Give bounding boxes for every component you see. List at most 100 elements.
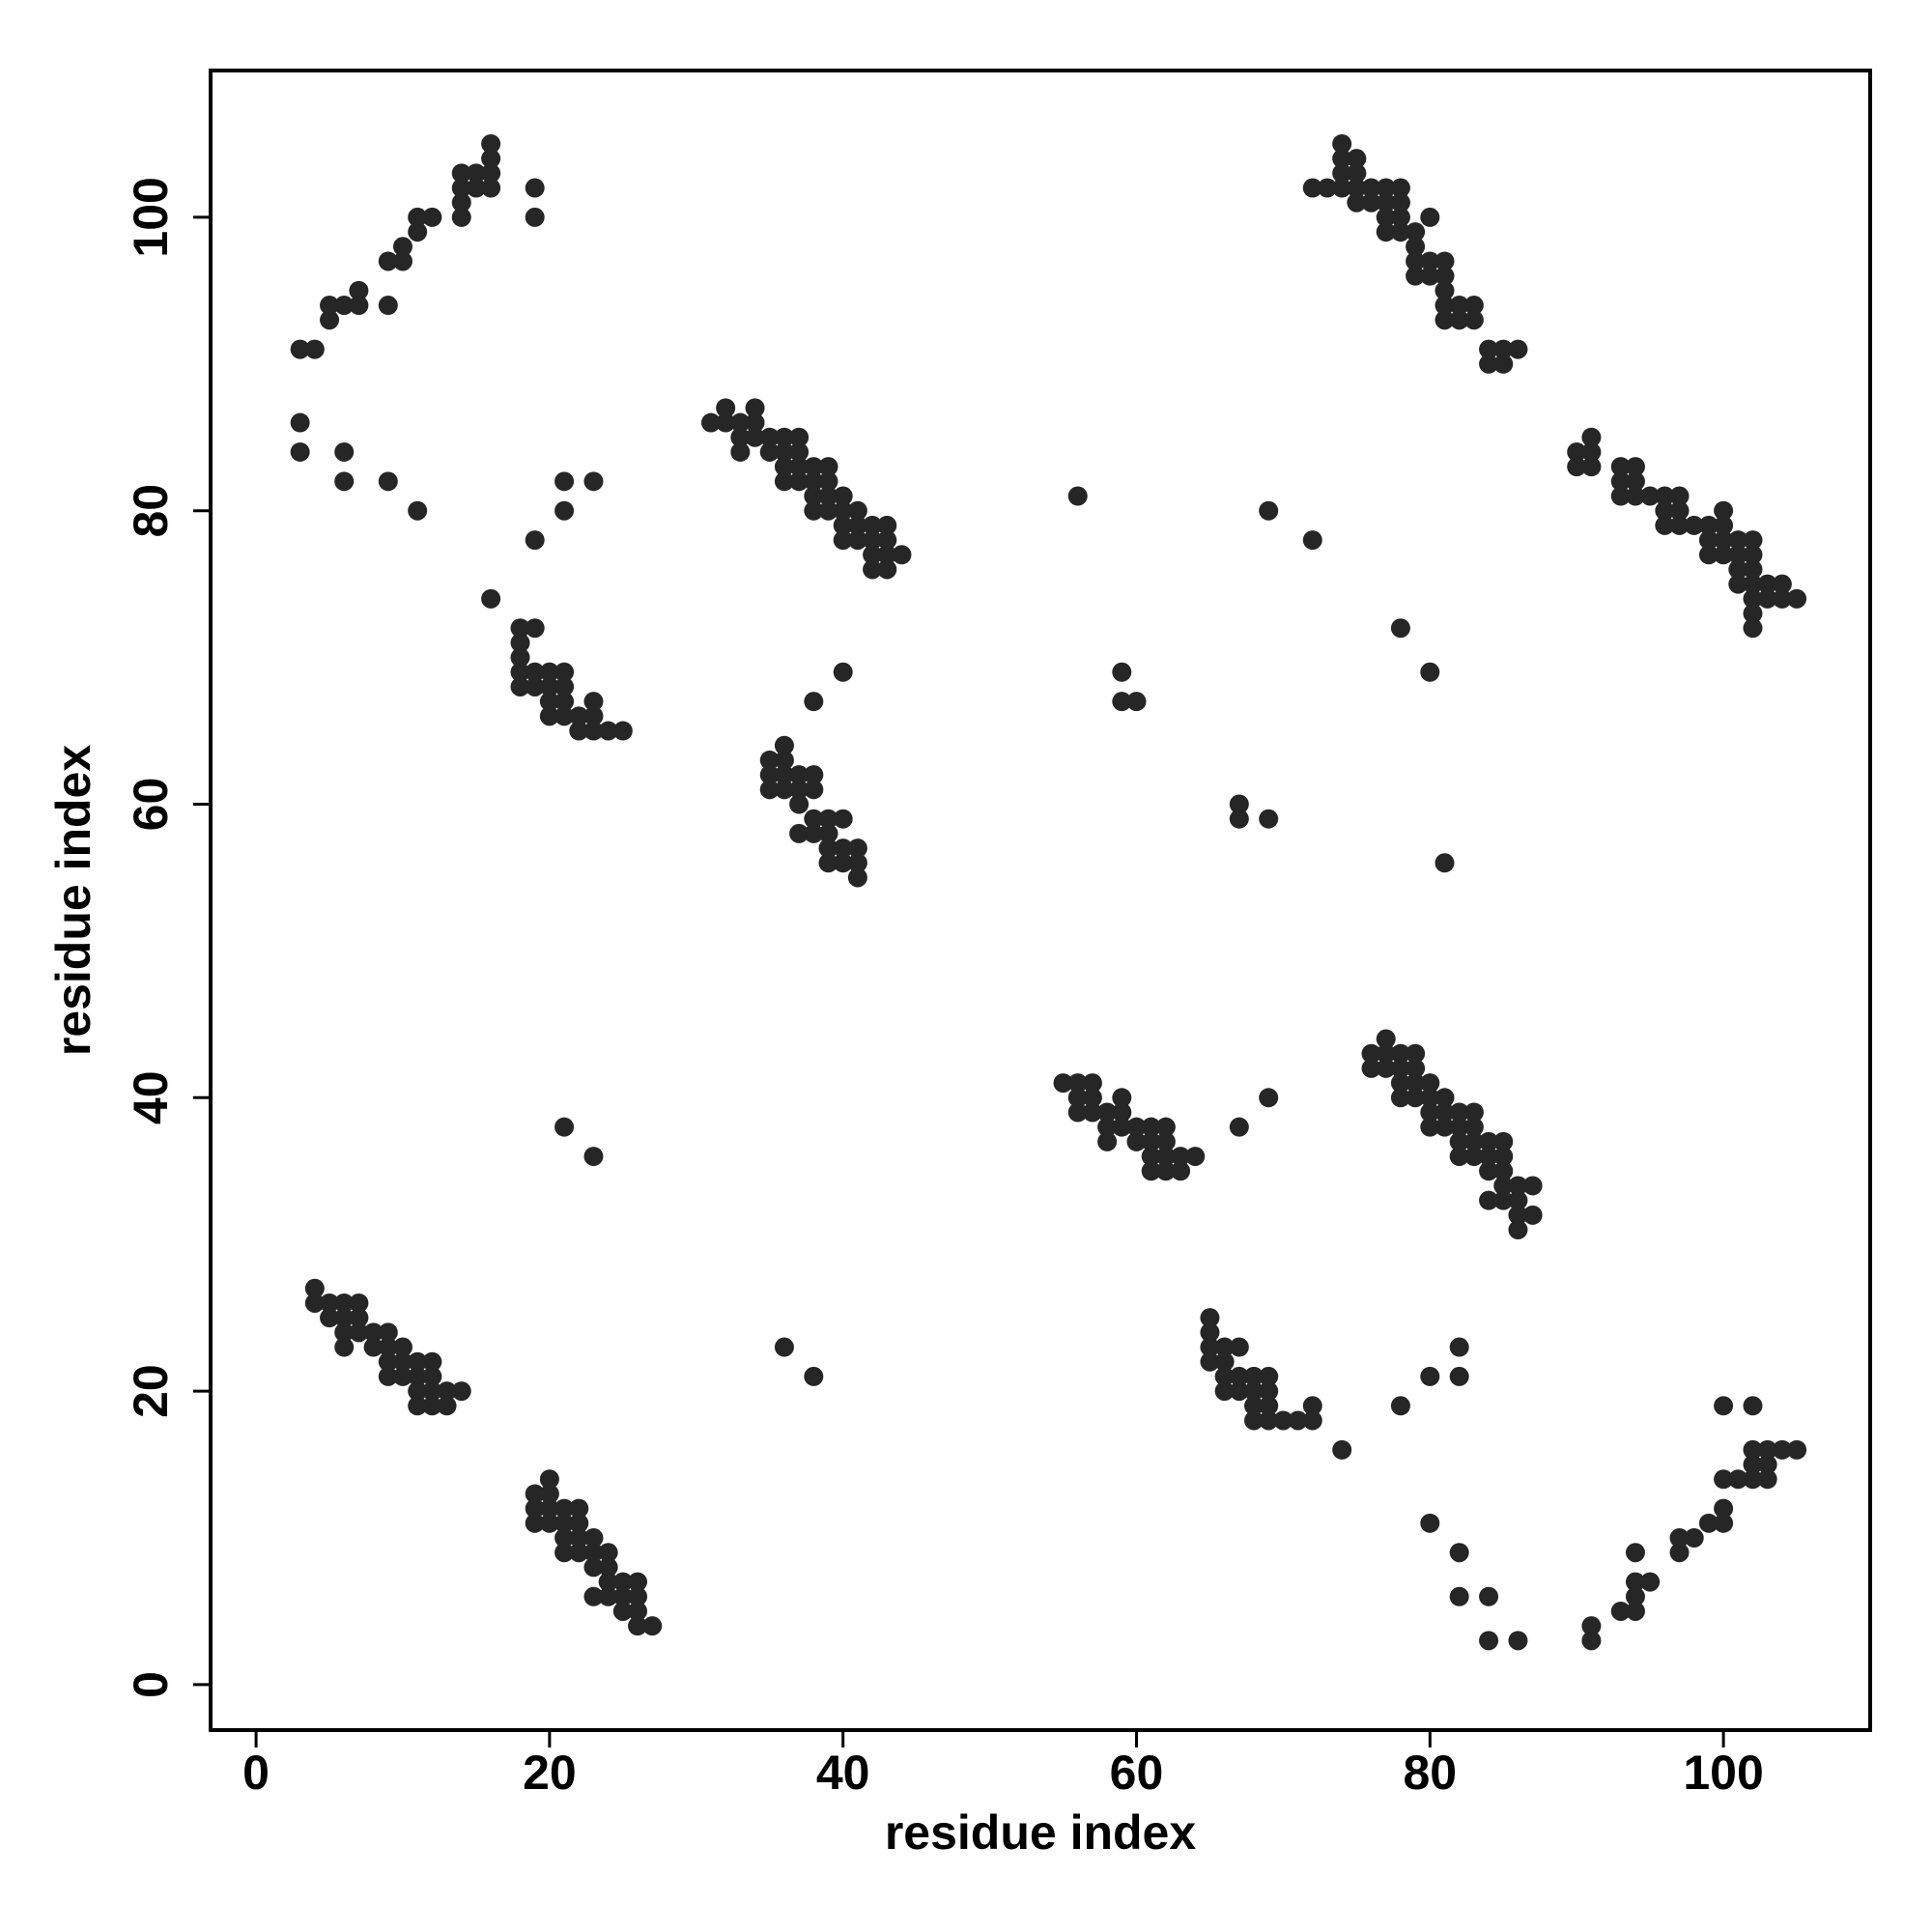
point xyxy=(1479,1147,1499,1167)
point xyxy=(1435,296,1455,316)
point xyxy=(1714,1469,1734,1490)
x-tick-label: 60 xyxy=(1110,1746,1164,1800)
y-tick-label: 80 xyxy=(124,484,178,538)
point xyxy=(1361,178,1381,198)
point xyxy=(1214,1366,1235,1386)
point xyxy=(1376,192,1396,213)
point xyxy=(451,163,471,184)
point xyxy=(1214,1351,1235,1372)
point xyxy=(1581,457,1602,477)
x-tick-label: 80 xyxy=(1403,1746,1457,1800)
point xyxy=(539,662,559,682)
point xyxy=(525,1484,545,1504)
point xyxy=(408,1366,428,1386)
point xyxy=(804,765,824,785)
point xyxy=(1743,604,1763,624)
point xyxy=(1435,310,1455,330)
point xyxy=(847,500,867,521)
point xyxy=(789,427,810,447)
point xyxy=(847,838,867,859)
point xyxy=(1390,1396,1410,1416)
point xyxy=(320,296,340,316)
point xyxy=(554,706,575,726)
point xyxy=(304,1278,325,1298)
point xyxy=(1347,163,1367,184)
point xyxy=(1332,178,1352,198)
point xyxy=(363,1322,384,1343)
point xyxy=(1743,588,1763,609)
point xyxy=(1743,1455,1763,1475)
point xyxy=(877,545,897,565)
point xyxy=(1463,1147,1484,1167)
point xyxy=(1640,1572,1661,1592)
point xyxy=(1406,237,1426,257)
point xyxy=(349,296,369,316)
point xyxy=(1684,515,1704,535)
point xyxy=(1332,133,1352,154)
point xyxy=(1141,1147,1161,1167)
point xyxy=(525,530,545,551)
point xyxy=(1390,222,1410,242)
point xyxy=(1449,1543,1469,1563)
point xyxy=(334,1293,355,1313)
point xyxy=(1728,559,1748,580)
point xyxy=(1449,1131,1469,1151)
point xyxy=(818,853,838,873)
point xyxy=(1463,310,1484,330)
point xyxy=(1390,1088,1410,1108)
point xyxy=(510,618,530,639)
point xyxy=(847,853,867,873)
point xyxy=(451,207,471,227)
point xyxy=(1493,1161,1514,1181)
point xyxy=(1493,339,1514,359)
point xyxy=(583,471,604,492)
point xyxy=(759,427,780,447)
point xyxy=(1390,178,1410,198)
point xyxy=(422,1396,442,1416)
point xyxy=(583,1528,604,1548)
point xyxy=(1155,1161,1176,1181)
point xyxy=(745,412,765,433)
point xyxy=(408,500,428,521)
point xyxy=(1567,441,1587,462)
point xyxy=(451,1381,471,1402)
point xyxy=(1112,1088,1132,1108)
point xyxy=(1067,1088,1088,1108)
point xyxy=(789,441,810,462)
point xyxy=(451,178,471,198)
point xyxy=(539,706,559,726)
point xyxy=(598,721,618,741)
point xyxy=(408,1396,428,1416)
point xyxy=(569,1513,589,1533)
point xyxy=(1244,1410,1264,1431)
point xyxy=(1126,1131,1147,1151)
point xyxy=(1406,1058,1426,1078)
point xyxy=(510,662,530,682)
point xyxy=(1097,1131,1118,1151)
point xyxy=(539,1484,559,1504)
point xyxy=(789,471,810,492)
point xyxy=(422,1381,442,1402)
point xyxy=(1420,1102,1440,1122)
point xyxy=(1463,1102,1484,1122)
point xyxy=(1625,1543,1645,1563)
point xyxy=(1435,1117,1455,1137)
point xyxy=(1493,1190,1514,1210)
point xyxy=(847,515,867,535)
point xyxy=(1625,457,1645,477)
point xyxy=(1728,545,1748,565)
point xyxy=(1669,515,1690,535)
point xyxy=(818,838,838,859)
point xyxy=(759,780,780,800)
point xyxy=(1376,207,1396,227)
point xyxy=(334,471,355,492)
point xyxy=(349,280,369,300)
point xyxy=(833,515,853,535)
point xyxy=(1376,1058,1396,1078)
point xyxy=(1390,1058,1410,1078)
point xyxy=(789,823,810,843)
point xyxy=(598,1586,618,1606)
point xyxy=(422,1351,442,1372)
point xyxy=(1302,1410,1322,1431)
point xyxy=(774,750,794,770)
